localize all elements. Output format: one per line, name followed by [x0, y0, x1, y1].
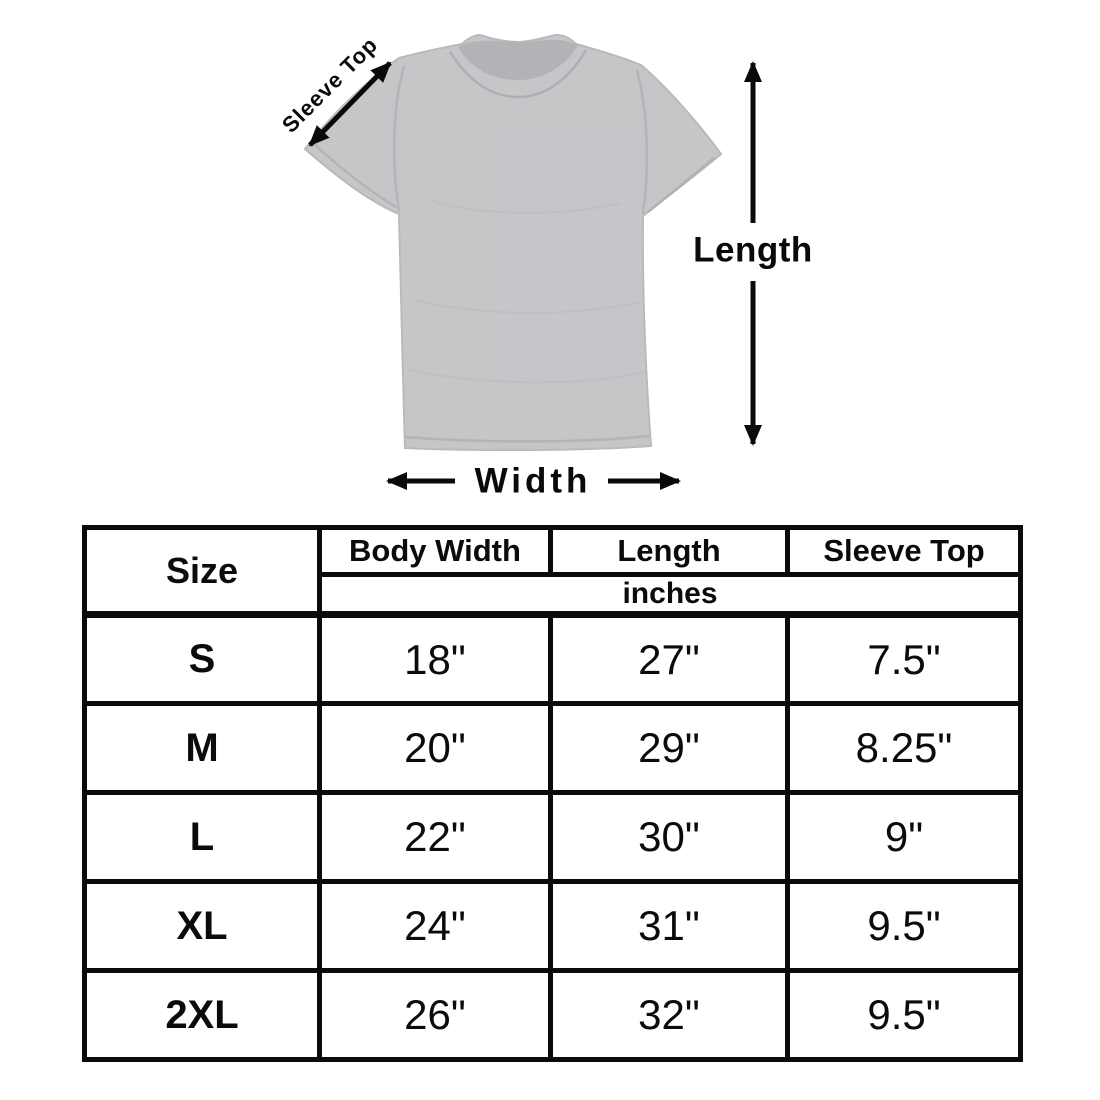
column-header-length: Length	[548, 525, 790, 577]
sleeve-top-value: 8.25"	[785, 701, 1023, 795]
length-label: Length	[693, 230, 813, 269]
sleeve-top-value: 9"	[785, 790, 1023, 884]
size-label: M	[82, 701, 322, 795]
size-label: XL	[82, 879, 322, 973]
column-header-body-width: Body Width	[317, 525, 553, 577]
table-row-l: L 22" 30" 9"	[82, 790, 1023, 884]
unit-header: inches	[317, 572, 1023, 618]
sleeve-top-value: 7.5"	[785, 612, 1023, 706]
size-label: 2XL	[82, 968, 322, 1062]
size-label: S	[82, 612, 322, 706]
body-width-value: 24"	[317, 879, 553, 973]
column-header-size: Size	[82, 525, 322, 618]
width-label: Width	[475, 461, 592, 500]
tshirt-graphic	[303, 33, 723, 452]
table-row-xl: XL 24" 31" 9.5"	[82, 879, 1023, 973]
size-chart-table: Size Body Width Length Sleeve Top inches…	[82, 525, 1023, 1062]
table-row-2xl: 2XL 26" 32" 9.5"	[82, 968, 1023, 1062]
column-header-sleeve-top: Sleeve Top	[785, 525, 1023, 577]
length-value: 29"	[548, 701, 790, 795]
tshirt-measurement-diagram: Sleeve Top Length Width	[277, 32, 813, 500]
body-width-value: 18"	[317, 612, 553, 706]
sleeve-top-arrow	[308, 61, 392, 147]
table-row-s: S 18" 27" 7.5"	[82, 612, 1023, 706]
size-label: L	[82, 790, 322, 884]
body-width-value: 22"	[317, 790, 553, 884]
width-measure: Width	[386, 461, 681, 500]
collar	[458, 40, 578, 80]
sleeve-top-value: 9.5"	[785, 879, 1023, 973]
sleeve-top-value: 9.5"	[785, 968, 1023, 1062]
body-width-value: 20"	[317, 701, 553, 795]
length-value: 27"	[548, 612, 790, 706]
length-value: 32"	[548, 968, 790, 1062]
length-value: 30"	[548, 790, 790, 884]
table-row-m: M 20" 29" 8.25"	[82, 701, 1023, 795]
length-measure: Length	[693, 61, 813, 446]
length-value: 31"	[548, 879, 790, 973]
body-width-value: 26"	[317, 968, 553, 1062]
